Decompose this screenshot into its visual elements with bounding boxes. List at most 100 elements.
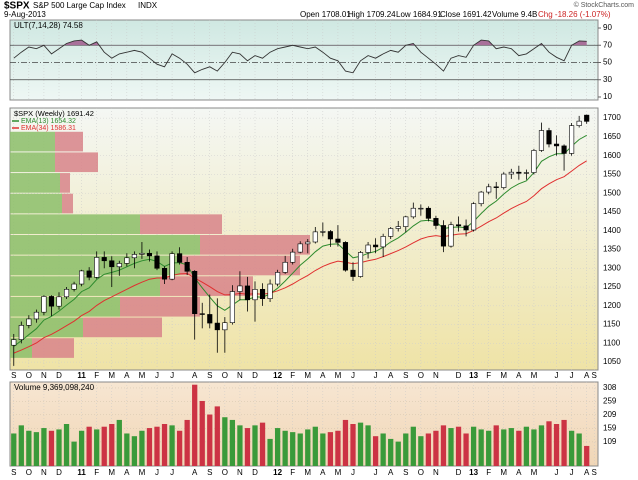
x-tick-label: S xyxy=(592,371,597,380)
volume-bar xyxy=(335,430,341,466)
vbp-down-bar xyxy=(55,131,83,152)
x-tick-label: D xyxy=(456,371,462,380)
candle-body xyxy=(516,171,522,174)
volume-bar xyxy=(290,432,296,466)
volume-bar xyxy=(470,426,477,466)
candle xyxy=(320,222,326,237)
volume-bar xyxy=(176,430,183,466)
candle-body xyxy=(418,207,424,210)
candle-body xyxy=(584,114,590,122)
candle xyxy=(576,115,582,128)
candle-body xyxy=(493,186,499,188)
x-tick-label: F xyxy=(94,468,99,477)
candle-body xyxy=(342,242,349,271)
volume-bar xyxy=(455,426,462,466)
candle xyxy=(327,229,333,247)
candle xyxy=(297,241,303,254)
candle xyxy=(267,279,273,303)
x-tick-label: D xyxy=(252,371,258,380)
x-tick-label: A xyxy=(584,371,590,380)
candle xyxy=(56,292,62,310)
y-tick-label: 1300 xyxy=(603,263,621,272)
x-tick-label: A xyxy=(388,371,394,380)
x-tick-label: F xyxy=(486,468,491,477)
candle xyxy=(463,219,469,237)
ult-tick-label: 10 xyxy=(603,92,612,101)
vbp-down-bar xyxy=(62,193,73,214)
x-tick-label: S xyxy=(11,468,16,477)
candle xyxy=(561,144,567,171)
candle xyxy=(63,287,70,300)
candle-body xyxy=(177,253,183,263)
x-tick-label: N xyxy=(237,371,243,380)
x-tick-label: A xyxy=(192,371,198,380)
x-tick-label: M xyxy=(531,371,538,380)
y-tick-label: 1600 xyxy=(603,151,621,160)
candle xyxy=(94,251,100,279)
volume-bar xyxy=(116,419,122,466)
volume-bar xyxy=(78,430,85,466)
candle-body xyxy=(124,257,130,264)
x-tick-label: A xyxy=(124,371,130,380)
y-tick-label: 1150 xyxy=(603,320,621,329)
symbol: $SPX xyxy=(4,1,30,12)
candle-body xyxy=(373,244,379,248)
candle xyxy=(403,215,409,233)
x-tick-label: A xyxy=(584,468,590,477)
x-tick-label: 12 xyxy=(273,468,282,477)
x-tick-label: M xyxy=(108,468,115,477)
candle xyxy=(433,215,439,230)
candle-body xyxy=(101,257,107,262)
x-tick-label: J xyxy=(570,371,574,380)
candle xyxy=(184,257,190,276)
volume-panel xyxy=(9,381,599,467)
candle-body xyxy=(63,288,70,298)
volume-bar xyxy=(192,384,198,466)
x-tick-label: A xyxy=(320,468,326,477)
ema-line xyxy=(13,160,587,354)
candle xyxy=(471,202,477,232)
volume-bar xyxy=(229,419,236,466)
volume-bar xyxy=(531,429,537,466)
candle-body xyxy=(48,296,55,307)
candle-body xyxy=(440,225,447,247)
candle xyxy=(569,123,575,156)
candle-body xyxy=(410,207,416,218)
candle-body xyxy=(222,322,228,331)
candle xyxy=(124,253,130,267)
candle xyxy=(177,247,183,265)
volume-bar xyxy=(410,426,416,466)
candle xyxy=(101,251,107,269)
candle xyxy=(342,241,349,272)
x-tick-label: A xyxy=(192,468,198,477)
vbp-down-bar xyxy=(60,173,70,193)
volume-bar xyxy=(184,419,190,466)
candle-body xyxy=(395,226,401,229)
volume-bar xyxy=(282,430,288,466)
x-tick-label: M xyxy=(304,468,311,477)
x-tick-label: J xyxy=(170,371,174,380)
volume-bar xyxy=(357,422,364,466)
x-tick-label: 13 xyxy=(469,468,478,477)
volume-bar xyxy=(109,424,115,466)
x-tick-label: A xyxy=(388,468,394,477)
volume-bar xyxy=(33,432,40,466)
volume-bar xyxy=(372,436,379,466)
candle xyxy=(79,269,85,287)
volume-bar xyxy=(267,438,273,466)
x-tick-label: F xyxy=(290,468,295,477)
candle xyxy=(486,183,492,195)
candle xyxy=(18,321,24,344)
volume-bar xyxy=(154,426,160,466)
candle-body xyxy=(207,314,213,324)
candle-body xyxy=(33,311,39,320)
volume-tick-label: 308 xyxy=(603,383,617,392)
vbp-up-bar xyxy=(10,131,55,152)
candle xyxy=(493,181,499,199)
x-tick-label: A xyxy=(516,468,522,477)
volume-bar xyxy=(297,433,303,466)
x-tick-label: 12 xyxy=(273,371,282,380)
volume-bar xyxy=(486,430,492,466)
volume-bar xyxy=(523,426,530,466)
ema-line xyxy=(13,134,587,347)
